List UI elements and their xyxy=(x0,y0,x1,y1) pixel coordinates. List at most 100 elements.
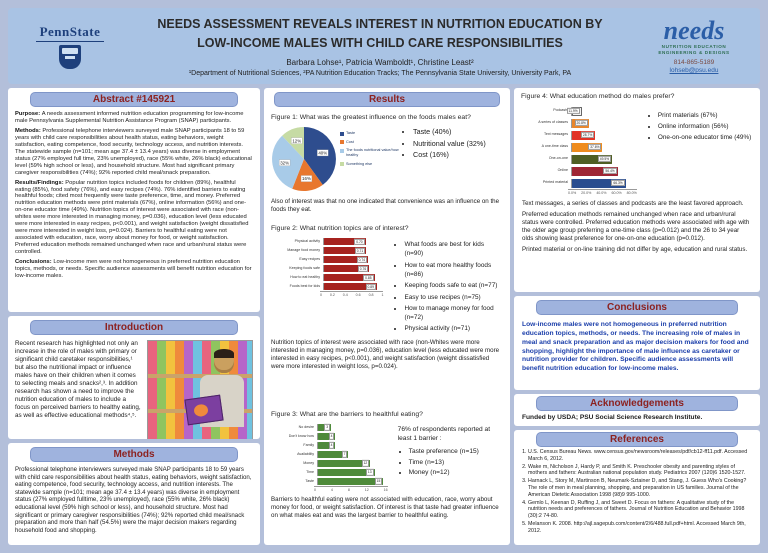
bar: 28.7% xyxy=(572,130,596,140)
figure2-note: Nutrition topics of interest were associ… xyxy=(271,338,500,370)
pennstate-wordmark: PennState xyxy=(35,24,105,42)
bar-category-label: Keeping foods safe xyxy=(289,265,320,270)
bar-row: Easy recipes 0.74 xyxy=(276,255,383,264)
methods-panel: Methods Professional telephone interview… xyxy=(8,443,260,545)
figure2-bullet: How to eat more healthy foods (n=86) xyxy=(404,261,504,280)
x-axis-ticks: 0 4 8 12 16 xyxy=(314,485,388,492)
pie-slice xyxy=(292,159,323,191)
abstract-paragraph: Results/Findings: Popular nutrition topi… xyxy=(15,179,249,256)
axis-tick-label: 0.2 xyxy=(329,293,335,298)
bar-category-label: Text messages xyxy=(544,132,568,137)
bar-value-label: 49.5% xyxy=(597,155,612,163)
axis-tick-label: 0 xyxy=(320,293,322,298)
figure1-bullet: Taste (40%) xyxy=(413,127,504,137)
pie-plot-area: 40% 16% 32% 12% xyxy=(270,125,340,193)
axis-tick-label: 0.0% xyxy=(568,191,577,195)
bar-value-label: 0.76 xyxy=(357,265,369,272)
figure1-bullets: Taste (40%) Nutritional value (32%)Cost (… xyxy=(402,127,504,162)
legend-swatch xyxy=(340,162,344,167)
bar-category-label: Availability xyxy=(297,451,314,456)
bar: 4 xyxy=(318,442,336,449)
axis-tick-label: 12 xyxy=(364,487,369,492)
bar-value-label: 0.71 xyxy=(354,247,366,254)
figure3-bullet: Taste preference (n=15) xyxy=(409,448,504,457)
legend-label: Something else xyxy=(346,161,373,166)
x-axis-ticks: 0 0.2 0.4 0.6 0.8 1 xyxy=(320,291,384,298)
conclusions-text: Low-income males were not homogeneous in… xyxy=(522,321,749,373)
legend-item: Something else xyxy=(340,162,402,167)
results-heading: Results xyxy=(274,92,500,107)
references-list: U.S. Census Bureau News. www.census.gov/… xyxy=(514,449,760,534)
references-panel: References U.S. Census Bureau News. www.… xyxy=(514,430,760,545)
bar-category-label: Podcasts xyxy=(553,108,568,113)
figure4-bar-chart: Podcasts 11.9% A series of classes 20.8% Tex… xyxy=(518,102,647,196)
pennstate-logo: PennState xyxy=(8,8,132,84)
bar-category-label: Easy recipes xyxy=(299,256,320,261)
axis-tick-label: 1 xyxy=(381,293,384,298)
bar-category-label: Time xyxy=(306,469,314,474)
bar-value-label: 7 xyxy=(341,451,348,458)
bar-row: A series of classes 20.8% xyxy=(524,117,637,129)
bar: 0.89 xyxy=(324,283,377,290)
abstract-heading: Abstract #145921 xyxy=(30,92,238,107)
figure4-notes: Text messages, a series of classes and p… xyxy=(514,196,760,261)
abstract-text: Purpose: A needs assessment informed nut… xyxy=(8,109,260,285)
bar: 66.3% xyxy=(572,178,626,188)
bar-category-label: Physical activity xyxy=(294,238,320,243)
poster-title: NEEDS ASSESSMENT REVEALS INTEREST IN NUT… xyxy=(132,15,628,54)
bar: 12 xyxy=(318,460,371,467)
bar-category-label: Taste xyxy=(305,478,314,483)
bar-row: A one-time class 37.6% xyxy=(524,141,637,153)
svg-text:12%: 12% xyxy=(292,138,301,143)
figure3-summary: 76% of respondents reported at least 1 b… xyxy=(398,420,504,493)
axis-tick-label: 4 xyxy=(330,487,333,492)
right-column: Figure 4: What education method do males… xyxy=(514,88,760,545)
legend-label: The foods nutritional value/how healthy xyxy=(346,148,399,158)
bar: 3 xyxy=(318,424,332,431)
legend-item: Taste xyxy=(340,131,402,136)
results-panel: Results Figure 1: What was the greatest … xyxy=(264,88,510,545)
bar: 56.4% xyxy=(572,166,618,176)
acknowledgements-panel: Acknowledgements Funded by USDA; PSU Soc… xyxy=(514,394,760,426)
bar-row: Podcasts 11.9% xyxy=(524,105,637,117)
reference-item: Harnack L, Story M, Martinson B, Neumark… xyxy=(528,478,754,498)
bar: 0.85 xyxy=(324,274,375,281)
bar-row: Foods best for kids 0.89 xyxy=(276,282,383,291)
bar: 0.74 xyxy=(324,256,369,263)
bar-value-label: 4 xyxy=(328,433,335,440)
figure3-caption: Figure 3: What are the barriers to healt… xyxy=(271,410,423,418)
bar-row: Family 4 xyxy=(276,441,388,450)
bar-row: No desire 3 xyxy=(276,423,388,432)
figure2-bullet: Keeping foods safe to eat (n=77) xyxy=(404,281,504,290)
bar-value-label: 12 xyxy=(361,460,370,467)
reference-item: U.S. Census Bureau News. www.census.gov/… xyxy=(528,449,754,462)
title-block: NEEDS ASSESSMENT REVEALS INTEREST IN NUT… xyxy=(132,8,628,84)
bar-value-label: 37.6% xyxy=(588,143,602,151)
introduction-body: Recent research has highlighted not only… xyxy=(8,337,260,439)
title-line-2: LOW-INCOME MALES WITH CHILD CARE RESPONS… xyxy=(197,36,563,51)
figure2-bullets: What foods are best for kids (n=90) How t… xyxy=(393,236,504,336)
reference-item: Wake m, Nicholson J, Hardy P, and Smith … xyxy=(528,464,754,477)
figure4-caption: Figure 4: What education method do males… xyxy=(521,93,675,100)
figure1-bullet: Cost (16%) xyxy=(413,150,504,160)
bar-row: Online 56.4% xyxy=(524,165,637,177)
bar-value-label: 0.89 xyxy=(365,283,376,290)
abstract-paragraph: Conclusions: Low-income men were not hom… xyxy=(15,259,252,279)
bar-value-label: 3 xyxy=(324,424,331,431)
bar-category-label: Manage food money xyxy=(287,247,320,252)
bar-category-label: Money xyxy=(303,460,314,465)
conclusions-panel: Conclusions Low-income males were not ho… xyxy=(514,296,760,390)
bar-category-label: Family xyxy=(303,442,314,447)
figure3-bullet: Time (n=13) xyxy=(409,459,504,468)
figure4-note: Preferred education methods remained unc… xyxy=(522,211,750,243)
figure4-bullets: Print materials (67%) Online information … xyxy=(647,104,756,196)
axis-tick-label: 0 xyxy=(314,487,316,492)
bar-value-label: 11.9% xyxy=(566,107,580,115)
axis-tick-label: 0.6 xyxy=(355,293,361,298)
figure4: Podcasts 11.9% A series of classes 20.8% Tex… xyxy=(514,102,760,196)
abstract-paragraph: Purpose: A needs assessment informed nut… xyxy=(15,111,244,124)
contact-email-link[interactable]: lohseb@psu.edu xyxy=(669,67,719,75)
figure3-bullets: Taste preference (n=15) Time (n=13)Money … xyxy=(398,448,504,479)
bar: 49.5% xyxy=(572,154,613,164)
